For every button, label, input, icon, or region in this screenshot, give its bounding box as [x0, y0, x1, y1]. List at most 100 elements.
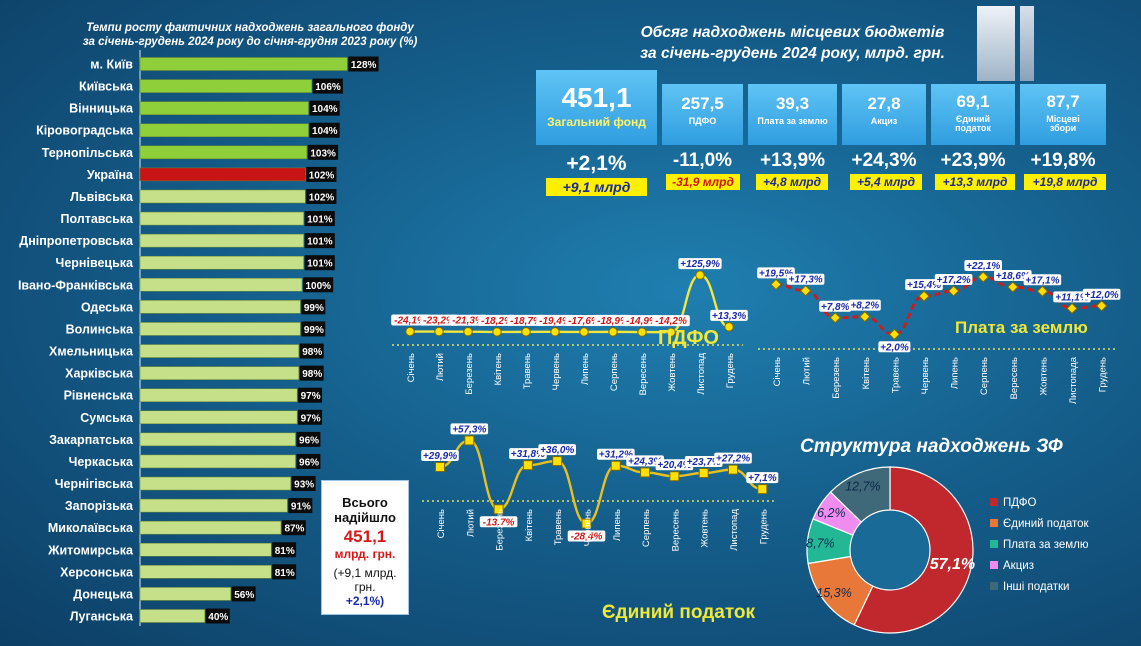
data-label: +2,0%: [880, 342, 909, 353]
region-label: Україна: [87, 168, 134, 182]
region-label: Херсонська: [60, 565, 134, 579]
region-label: Закарпатська: [49, 433, 134, 447]
x-tick-label: Серпень: [609, 353, 620, 391]
region-bar: [139, 565, 272, 579]
data-point: [522, 460, 533, 471]
metric-amount: +5,4 млрд: [850, 174, 922, 190]
legend-label: Акциз: [1003, 560, 1034, 572]
region-bar: [139, 255, 304, 270]
region-bar: [139, 410, 298, 425]
value-label-bg: [303, 277, 334, 293]
data-label-bg: [565, 314, 603, 326]
data-point: [637, 327, 647, 337]
data-point: [579, 327, 589, 337]
data-point: [695, 270, 705, 280]
value-label: 101%: [307, 259, 333, 270]
budget-title: Обсяг надходжень місцевих бюджетів за сі…: [615, 22, 970, 64]
x-tick-label: Квітень: [493, 353, 504, 385]
region-label: Хмельницька: [49, 345, 134, 359]
pie-chart-title: Структура надходжень ЗФ: [800, 436, 1063, 457]
data-label-bg: [684, 456, 723, 468]
value-label: 96%: [299, 435, 319, 446]
value-label: 100%: [306, 281, 332, 292]
region-bar: [139, 278, 303, 292]
data-point: [859, 310, 871, 323]
chart-series-title: Єдиний податок: [602, 602, 755, 623]
data-label-bg: [994, 269, 1032, 281]
metric-amount: +4,8 млрд: [756, 174, 828, 190]
data-label: -19,4%: [539, 316, 571, 327]
metric-amount: +19,8 млрд: [1024, 174, 1106, 190]
x-tick-label: Вересень: [1009, 357, 1020, 399]
pie-value-label: 8,7%: [806, 536, 835, 550]
region-bar: [139, 388, 298, 402]
value-label-bg: [309, 122, 340, 138]
value-label-bg: [306, 188, 337, 204]
metric-card-general-fund: 451,1 Загальний фонд: [536, 70, 657, 145]
decor-strip: [977, 6, 1015, 81]
data-point: [770, 278, 782, 291]
region-bar: [139, 520, 282, 535]
data-point: [550, 327, 560, 337]
chart-series-title: ПДФО: [658, 327, 719, 349]
metric-label: Місцеві збори: [1046, 114, 1080, 134]
metric-card-land-fee: 39,3 Плата за землю: [748, 84, 837, 145]
data-label: -28,4%: [571, 532, 603, 543]
x-tick-label: Березень: [831, 357, 842, 399]
region-bar: [139, 300, 301, 314]
x-tick-label: Квітень: [524, 509, 535, 541]
data-point: [521, 327, 531, 337]
metric-label: ПДФО: [688, 116, 717, 126]
data-label-bg: [449, 314, 487, 326]
total-box: Всього надійшло 451,1 млрд. грн. (+9,1 м…: [321, 480, 409, 615]
region-label: Чернігівська: [55, 477, 134, 491]
metric-label: Загальний фонд: [547, 115, 646, 129]
x-tick-label: Лютий: [465, 509, 476, 537]
data-label: +125,9%: [680, 259, 720, 270]
data-point: [728, 464, 738, 475]
value-label: 81%: [275, 546, 295, 557]
region-label: Житомирська: [47, 543, 134, 557]
value-label-bg: [309, 100, 340, 116]
data-label-bg: [391, 314, 429, 326]
data-point: [1066, 302, 1078, 315]
metric-card-local-fees: 87,7 Місцеві збори: [1020, 84, 1106, 145]
data-label: +23,7%: [687, 457, 721, 468]
x-tick-label: Березень: [464, 353, 475, 395]
data-label-bg: [421, 449, 459, 461]
data-label: -21,3%: [452, 316, 484, 327]
data-point: [918, 290, 930, 302]
region-bar: [139, 211, 304, 226]
data-point: [610, 460, 621, 471]
value-label: 56%: [234, 590, 254, 601]
data-label-bg: [567, 530, 606, 542]
data-label: +17,1%: [1025, 275, 1059, 286]
x-tick-label: Вересень: [638, 353, 649, 395]
data-label: +31,8%: [511, 449, 545, 460]
data-label: +17,3%: [788, 275, 822, 286]
data-label: +7,1%: [748, 473, 777, 484]
region-label: Полтавська: [60, 212, 134, 226]
value-label-bg: [296, 431, 321, 447]
chart-series-title: Плата за землю: [955, 318, 1088, 337]
region-label: Луганська: [70, 610, 134, 624]
region-bar: [139, 322, 301, 336]
value-label: 98%: [302, 347, 322, 358]
metric-value: 451,1: [561, 82, 632, 113]
data-point: [666, 327, 676, 337]
metric-change: +19,8%: [1030, 150, 1096, 171]
region-label: Київська: [79, 80, 134, 94]
value-label: 102%: [309, 192, 335, 203]
value-label: 103%: [310, 148, 336, 159]
x-tick-label: Вересень: [670, 509, 681, 551]
data-label: +11,1%: [1055, 292, 1089, 303]
x-tick-label: Червень: [583, 509, 594, 546]
metric-value: 257,5: [681, 94, 724, 113]
value-label-bg: [288, 498, 313, 514]
data-label-bg: [450, 423, 489, 435]
data-point: [492, 327, 502, 337]
x-tick-label: Травень: [522, 353, 533, 389]
value-label-bg: [348, 56, 379, 72]
x-tick-label: Листопад: [729, 509, 740, 551]
